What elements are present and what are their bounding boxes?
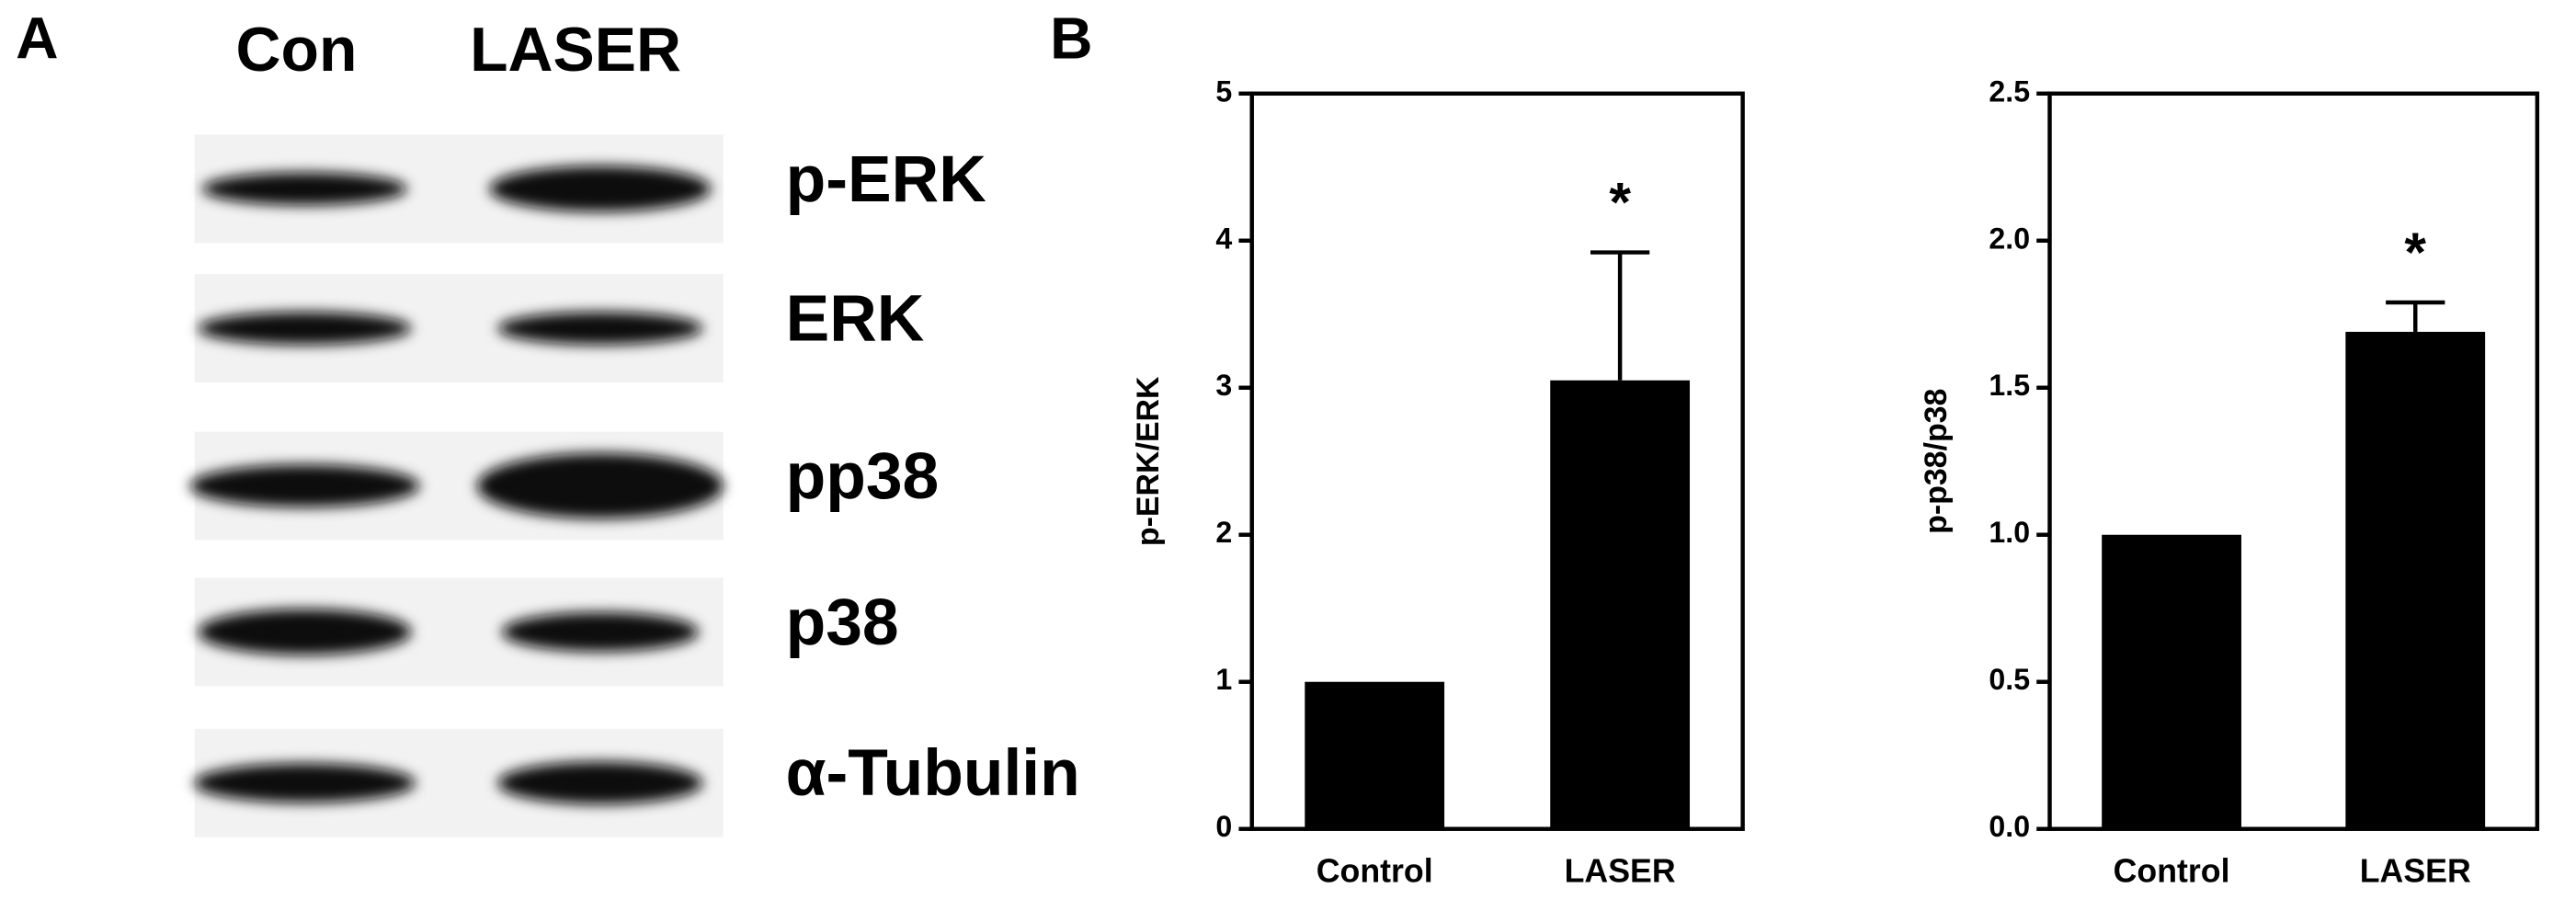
y-axis-label: p-p38/p38 xyxy=(1919,389,1954,534)
panel-label: A xyxy=(16,5,58,71)
x-tick-label: LASER xyxy=(1565,852,1676,889)
significance: * xyxy=(2404,221,2426,283)
row-label: p-ERK xyxy=(786,142,986,216)
y-tick-label: 4 xyxy=(1215,222,1232,255)
bar xyxy=(1305,681,1445,829)
error-bar xyxy=(2386,300,2445,332)
y-tick-label: 0.0 xyxy=(1989,810,2030,843)
band xyxy=(189,464,420,507)
y-tick-label: 1.5 xyxy=(1989,369,2030,402)
significance: * xyxy=(1609,171,1631,233)
error-bar xyxy=(1590,250,1650,381)
western-blot xyxy=(189,134,724,837)
x-tick-label: Control xyxy=(1316,852,1433,889)
y-tick-label: 2.0 xyxy=(1989,222,2030,255)
y-tick-label: 2.5 xyxy=(1989,74,2030,108)
y-tick-label: 0 xyxy=(1215,810,1232,843)
lane-label: Con xyxy=(236,16,358,85)
y-tick-label: 1 xyxy=(1215,663,1232,696)
band xyxy=(497,761,703,804)
y-tick-label: 1.0 xyxy=(1989,516,2030,549)
y-tick-label: 2 xyxy=(1215,516,1232,549)
y-axis-label: p-ERK/ERK xyxy=(1131,376,1166,546)
row-label: p38 xyxy=(786,586,899,659)
y-tick-label: 0.5 xyxy=(1989,663,2030,696)
band xyxy=(497,312,703,345)
y-tick-label: 5 xyxy=(1215,74,1232,108)
bar xyxy=(2345,331,2486,829)
band xyxy=(476,452,724,519)
band xyxy=(198,312,412,345)
axis-frame xyxy=(1249,91,1745,831)
bar xyxy=(2102,534,2241,829)
band xyxy=(198,609,412,655)
band xyxy=(489,165,712,212)
row-label: ERK xyxy=(786,282,925,356)
band xyxy=(201,172,408,206)
axis-frame xyxy=(2047,91,2540,831)
band xyxy=(501,612,699,652)
y-tick-label: 3 xyxy=(1215,369,1232,402)
row-label: α-Tubulin xyxy=(786,736,1080,810)
x-tick-label: Control xyxy=(2114,852,2230,889)
lane-label: LASER xyxy=(470,16,681,85)
bar xyxy=(1550,380,1691,829)
panel-label: B xyxy=(1050,5,1092,71)
row-label: pp38 xyxy=(786,439,940,513)
x-tick-label: LASER xyxy=(2360,852,2471,889)
band xyxy=(193,763,416,803)
